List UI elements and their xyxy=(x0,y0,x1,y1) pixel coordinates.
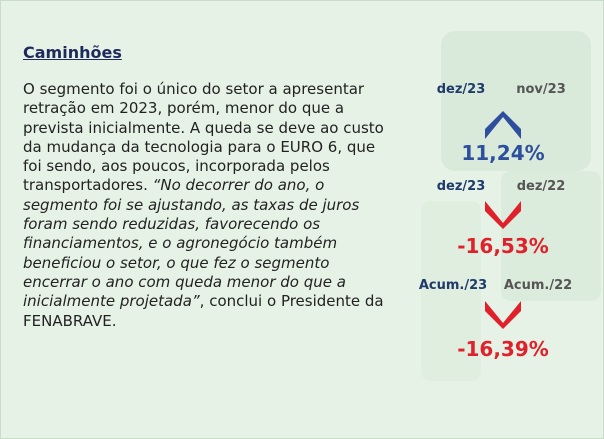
current-period: Acum./23 xyxy=(418,278,488,293)
down-arrow xyxy=(485,201,521,229)
quote: “No decorrer do ano, o segmento foi se a… xyxy=(23,176,360,311)
closing: , conclui o Presidente da FENABRAVE. xyxy=(23,292,384,330)
up-arrow xyxy=(485,111,521,139)
previous-period: dez/22 xyxy=(516,179,566,194)
change-value: -16,39% xyxy=(457,337,549,361)
change-value: 11,24% xyxy=(461,141,545,165)
current-period: dez/23 xyxy=(436,179,486,194)
previous-period: nov/23 xyxy=(516,82,566,97)
change-value: -16,53% xyxy=(457,234,549,258)
intro: O segmento foi o único do setor a aprese… xyxy=(23,80,384,195)
current-period: dez/23 xyxy=(436,82,486,97)
down-arrow xyxy=(485,301,521,329)
previous-period: Acum./22 xyxy=(503,278,573,293)
body-text: O segmento foi o único do setor a aprese… xyxy=(23,80,395,331)
section-title: Caminhões xyxy=(23,43,122,62)
